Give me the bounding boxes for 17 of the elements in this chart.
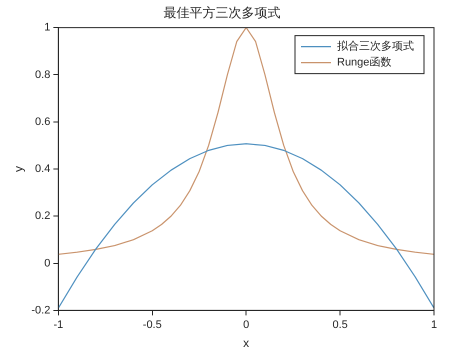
- x-tick-label: -1: [53, 319, 64, 332]
- y-tick-label: -0.2: [31, 304, 50, 316]
- chart-title: 最佳平方三次多项式: [164, 5, 280, 20]
- y-tick-label: 0: [44, 257, 50, 270]
- legend-label: Runge函数: [337, 56, 392, 69]
- y-tick-label: 1: [44, 22, 50, 34]
- legend-label: 拟合三次多项式: [337, 40, 414, 53]
- y-tick-label: 0.2: [35, 210, 50, 222]
- x-tick-label: -0.5: [142, 319, 162, 332]
- x-tick-label: 1: [430, 319, 438, 332]
- x-tick-label: 0: [243, 319, 250, 332]
- x-tick-label: 0.5: [332, 319, 348, 332]
- x-axis-title: x: [243, 336, 250, 350]
- y-tick-label: 0.6: [35, 116, 50, 128]
- y-tick-label: 0.4: [35, 163, 50, 176]
- y-axis-title: y: [12, 166, 26, 172]
- y-tick-label: 0.8: [35, 68, 50, 81]
